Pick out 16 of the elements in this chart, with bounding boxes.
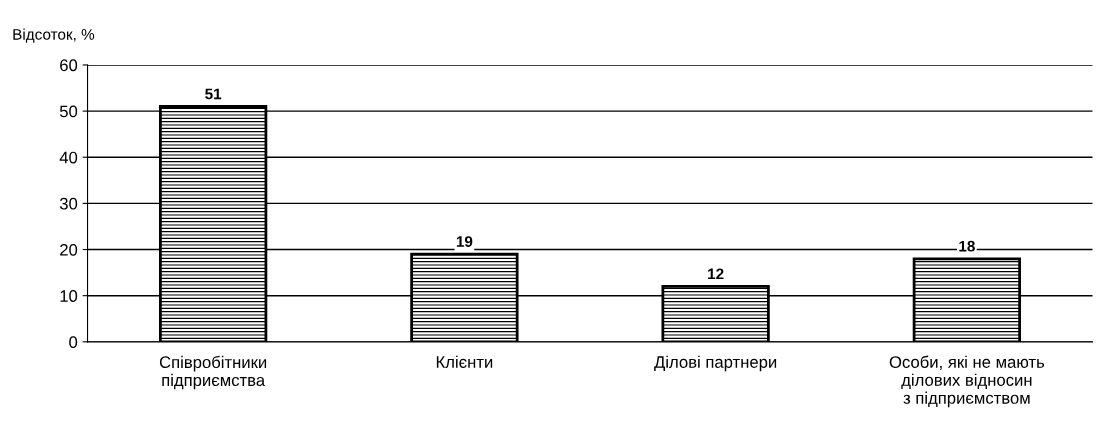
y-tick-label: 60 xyxy=(60,59,78,72)
y-axis-title: Відсоток, % xyxy=(13,28,95,43)
x-tick-label: Співробітники підприємства xyxy=(159,355,267,390)
data-label: 19 xyxy=(456,236,473,247)
y-tick-label: 20 xyxy=(60,243,78,256)
x-tick-label: Клієнти xyxy=(436,355,493,368)
x-tick-label: Ділові партнери xyxy=(654,355,777,372)
y-tick-label: 0 xyxy=(69,336,78,349)
y-tick-label: 50 xyxy=(59,105,78,118)
y-tick-label: 10 xyxy=(60,290,78,302)
y-tick-label: 40 xyxy=(59,151,78,164)
y-tick-label: 30 xyxy=(59,197,78,210)
data-label: 18 xyxy=(959,240,975,252)
data-label: 51 xyxy=(205,88,222,100)
x-tick-label: Особи, які не мають ділових відносин з підприємством xyxy=(889,355,1045,408)
data-label: 12 xyxy=(708,268,724,280)
